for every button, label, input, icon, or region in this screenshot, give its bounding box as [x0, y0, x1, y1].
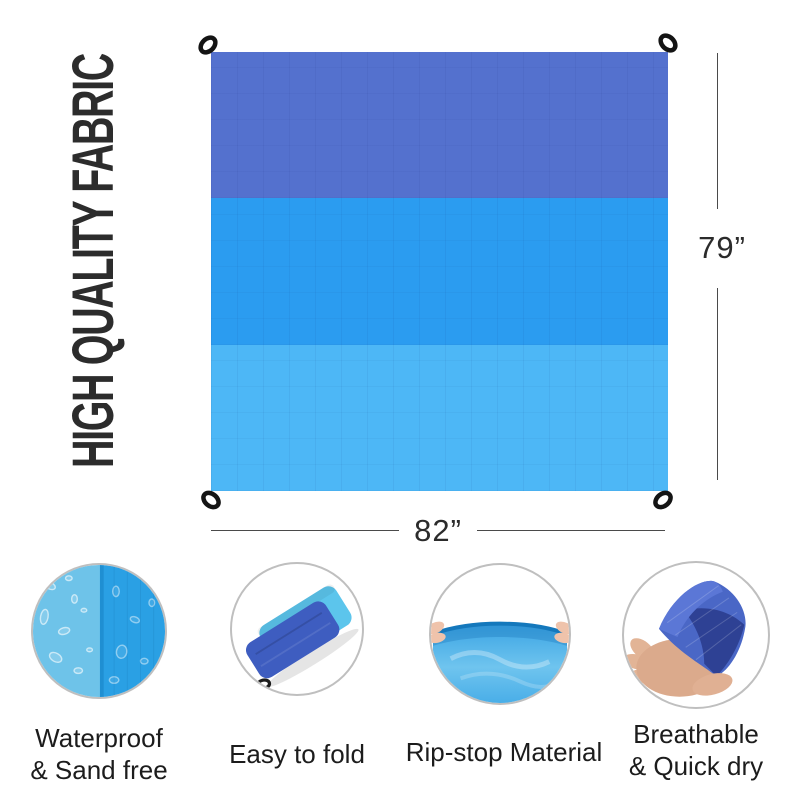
- folded-mat-icon: [245, 584, 359, 691]
- feature-caption-breathable: Breathable & Quick dry: [596, 718, 796, 782]
- corner-loop-top-left-icon: [198, 35, 218, 55]
- feature-photo-ripstop: [429, 563, 571, 705]
- caption-line: Breathable: [633, 719, 759, 749]
- blanket-image: [211, 52, 668, 491]
- height-dimension-line-bottom: [717, 288, 718, 480]
- corner-loop-bottom-right-icon: [653, 490, 673, 510]
- hand-holding-fabric-icon: [624, 580, 746, 697]
- blanket-stripe-middle: [211, 198, 668, 345]
- feature-photo-easy-fold: [230, 562, 364, 696]
- feature-caption-ripstop: Rip-stop Material: [392, 736, 616, 768]
- height-dimension-line-top: [717, 53, 718, 209]
- corner-loop-bottom-left-icon: [201, 490, 221, 510]
- blanket-stripe-top: [211, 52, 668, 198]
- corner-loop-top-right-icon: [658, 33, 678, 53]
- caption-line: & Sand free: [30, 755, 168, 785]
- feature-caption-waterproof: Waterproof & Sand free: [4, 722, 194, 786]
- height-dimension-label: 79”: [698, 230, 746, 265]
- width-dimension-line-left: [211, 530, 399, 531]
- stretched-fabric-icon: [431, 621, 569, 703]
- feature-photo-waterproof: [31, 563, 167, 699]
- wet-fabric-droplets-icon: [33, 565, 165, 697]
- width-dimension-label: 82”: [414, 513, 462, 548]
- feature-photo-breathable: [622, 561, 770, 709]
- caption-line: Easy to fold: [229, 739, 365, 769]
- blanket-stripe-bottom: [211, 345, 668, 491]
- caption-line: Rip-stop Material: [405, 737, 603, 767]
- page-title-text: HIGH QUALITY FABRIC: [61, 54, 126, 468]
- caption-line: & Quick dry: [628, 751, 764, 781]
- page-title: HIGH QUALITY FABRIC: [60, 0, 127, 468]
- width-dimension-line-right: [477, 530, 665, 531]
- caption-line: Waterproof: [35, 723, 163, 753]
- feature-caption-easy-fold: Easy to fold: [197, 738, 397, 770]
